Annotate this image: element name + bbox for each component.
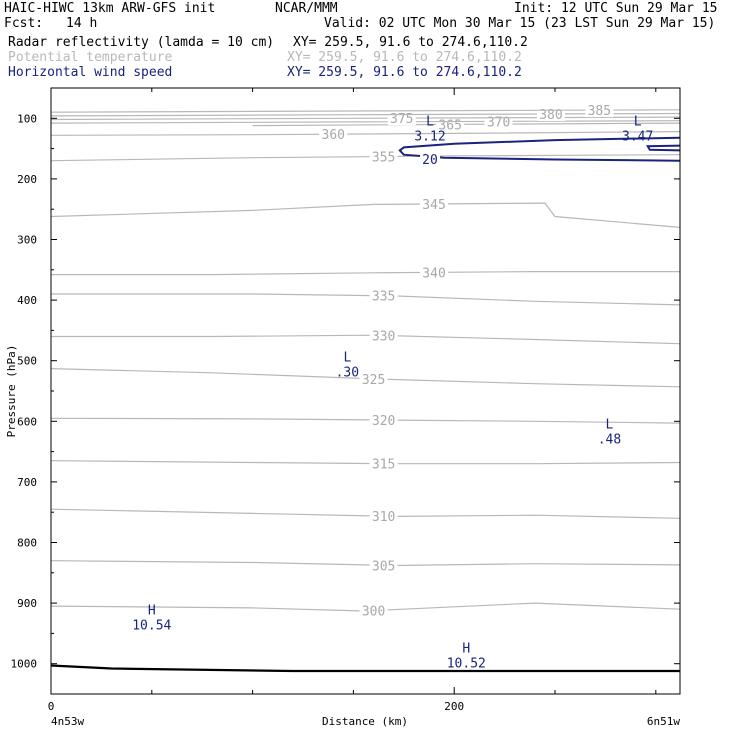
plot-background: [51, 88, 680, 694]
fcst-value: 14 h: [66, 16, 98, 31]
y-tick-label-500: 500: [17, 355, 37, 368]
field-xy-theta: XY= 259.5, 91.6 to 274.6,110.2: [287, 50, 522, 65]
org-label: NCAR/MMM: [275, 1, 338, 16]
isentrope-label-340: 340: [422, 266, 445, 281]
isentrope-label-375: 375: [390, 112, 413, 127]
isentrope-360: [50, 131, 681, 136]
extreme-type-4: H: [148, 603, 156, 618]
extreme-type-2: L: [343, 351, 351, 366]
extreme-value-5: 10.52: [447, 657, 486, 672]
y-tick-label-1000: 1000: [11, 658, 38, 671]
reflectivity-contour: [50, 664, 680, 673]
isentrope-label-320: 320: [372, 414, 395, 429]
y-tick-label-200: 200: [17, 173, 37, 186]
wind-contour-label-bg: [420, 151, 441, 166]
reflectivity-layer: [50, 664, 680, 673]
extreme-type-5: H: [462, 642, 470, 657]
isentrope-370: [50, 120, 681, 124]
isentrope-385: [50, 109, 681, 113]
wind-contour-20: [398, 136, 681, 162]
model-title: HAIC-HIWC 13km ARW-GFS init: [4, 1, 216, 16]
isentrope-label-bg-340: [420, 264, 449, 280]
wind-contour-label: 20: [422, 153, 438, 168]
isentrope-label-385: 385: [588, 104, 611, 119]
extreme-type-3: L: [606, 417, 614, 432]
isentrope-label-345: 345: [422, 198, 445, 213]
y-tick-label-400: 400: [17, 294, 37, 307]
y-tick-label-800: 800: [17, 537, 37, 550]
y-tick-label-700: 700: [17, 476, 37, 489]
extreme-value-4: 10.54: [132, 618, 171, 633]
y-tick-label-900: 900: [17, 597, 37, 610]
extreme-value-3: .48: [598, 432, 621, 447]
isentrope-label-325: 325: [362, 373, 385, 388]
isentrope-label-310: 310: [372, 510, 395, 525]
y-tick-label-300: 300: [17, 234, 37, 247]
y-tick-label-100: 100: [17, 112, 37, 125]
isentrope-label-bg-335: [369, 287, 398, 303]
field-name-reflectivity: Radar reflectivity (lamda = 10 cm): [8, 35, 275, 50]
isentrope-label-bg-325: [359, 370, 388, 386]
x-axis-title: Distance (km): [322, 715, 408, 728]
x-tick-label-0: 0: [48, 700, 55, 713]
wind-speed-layer: 20: [398, 136, 681, 168]
isentrope-label-360: 360: [322, 128, 345, 143]
isentrope-340: [51, 271, 680, 276]
axes-layer: 100 200 300 400 500 600 700 800 900 1000 0 200: [11, 87, 680, 713]
extreme-value-0: 3.12: [414, 129, 445, 144]
fcst-label: Fcst:: [4, 16, 44, 31]
field-name-theta: Potential temperature: [8, 50, 173, 65]
isentrope-label-315: 315: [372, 458, 395, 473]
isentrope-label-330: 330: [372, 330, 395, 345]
wind-contour-inner: [645, 144, 681, 152]
extreme-type-0: L: [426, 114, 434, 129]
isentrope-label-bg-375: [387, 110, 416, 126]
y-axis-title: Pressure (hPa): [5, 345, 18, 438]
isentrope-label-bg-355: [369, 148, 398, 164]
isentrope-label-300: 300: [362, 605, 385, 620]
isentrope-label-bg-360: [319, 126, 348, 142]
x-tick-label-200: 200: [444, 700, 464, 713]
extreme-type-1: L: [634, 114, 642, 129]
valid-time: Valid: 02 UTC Mon 30 Mar 15 (23 LST Sun …: [324, 16, 716, 31]
x-left-endpoint: 4n53w: [51, 715, 84, 728]
isentrope-345: [50, 202, 681, 228]
isentrope-label-bg-315: [369, 455, 398, 471]
isentrope-label-bg-310: [369, 508, 398, 524]
isentrope-355: [50, 154, 681, 162]
y-tick-label-600: 600: [17, 415, 37, 428]
isentrope-label-bg-300: [359, 602, 388, 618]
field-name-wind: Horizontal wind speed: [8, 65, 173, 80]
field-xy-wind: XY= 259.5, 91.6 to 274.6,110.2: [287, 65, 522, 80]
extreme-value-1: 3.47: [622, 129, 653, 144]
extreme-value-2: .30: [336, 366, 359, 381]
isentrope-label-335: 335: [372, 290, 395, 305]
isentrope-label-355: 355: [372, 151, 395, 166]
x-right-endpoint: 6n51w: [647, 715, 680, 728]
isentrope-label-bg-330: [369, 327, 398, 343]
isentrope-label-370: 370: [487, 115, 510, 130]
isentrope-label-380: 380: [539, 108, 562, 123]
isentrope-380: [50, 112, 681, 117]
field-xy-reflectivity: XY= 259.5, 91.6 to 274.6,110.2: [293, 35, 528, 50]
isentrope-label-bg-345: [420, 195, 449, 211]
isentrope-label-305: 305: [372, 559, 395, 574]
isentrope-label-bg-320: [369, 412, 398, 428]
isentrope-label-bg-385: [585, 102, 614, 118]
init-time: Init: 12 UTC Sun 29 Mar 15: [514, 1, 718, 16]
isentrope-label-bg-305: [369, 557, 398, 573]
isentrope-375: [50, 116, 681, 121]
isentrope-label-bg-365: [436, 116, 465, 132]
